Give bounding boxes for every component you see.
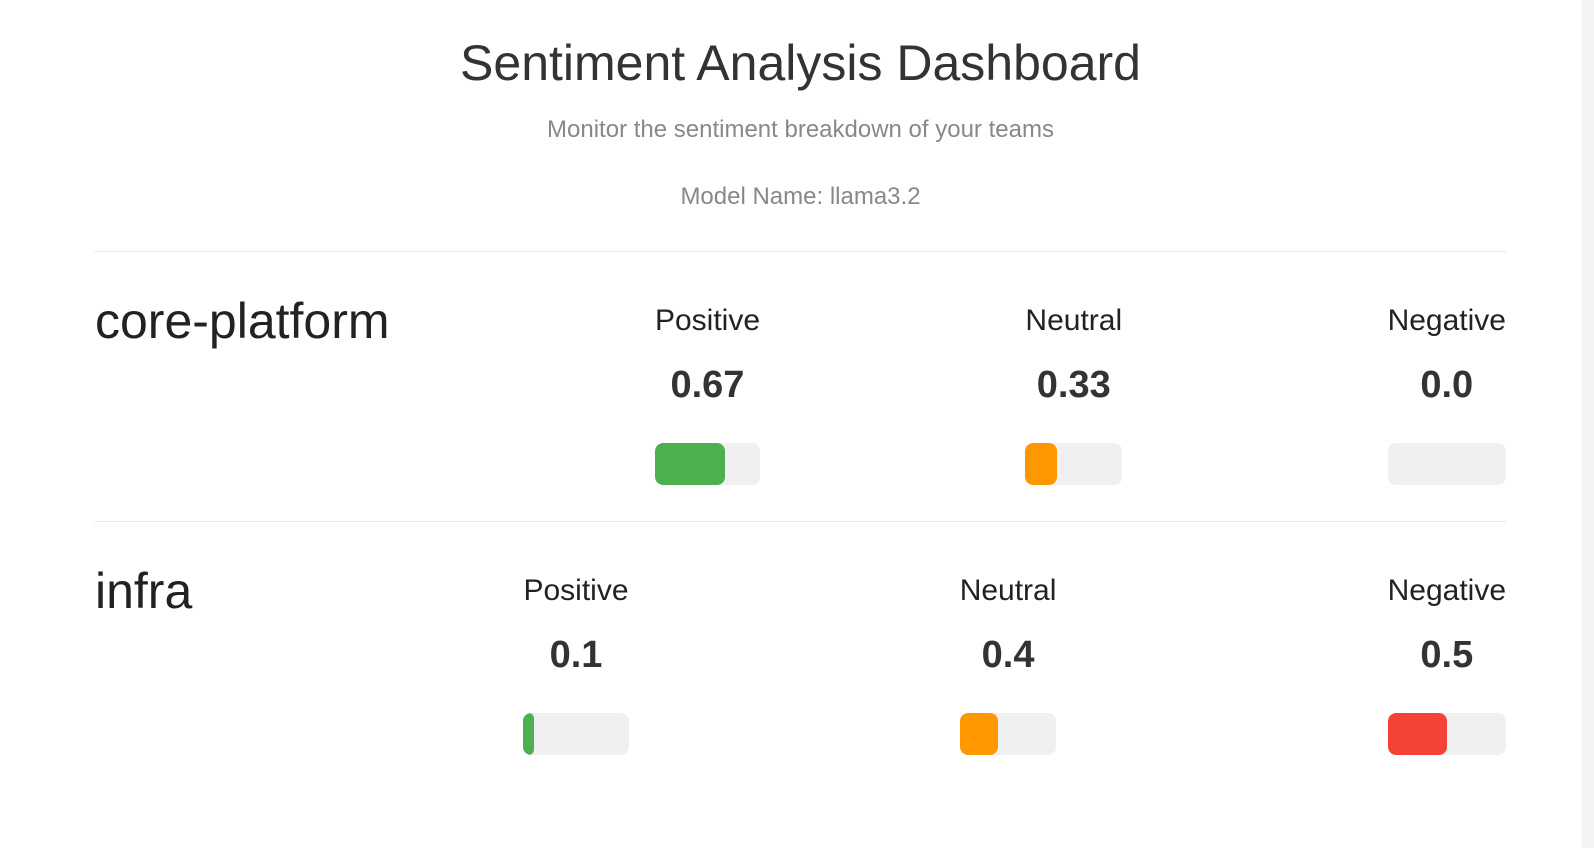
metric-positive: Positive 0.67: [654, 304, 760, 485]
metric-label: Neutral: [1025, 304, 1123, 337]
team-name: infra: [95, 563, 193, 619]
metric-label: Neutral: [959, 574, 1057, 607]
metric-neutral: Neutral 0.4: [959, 574, 1057, 755]
metric-negative: Negative 0.5: [1387, 574, 1506, 755]
metric-neutral: Neutral 0.33: [1025, 304, 1123, 485]
team-row: core-platform Positive 0.67 Neutral 0.33…: [95, 251, 1506, 485]
scrollbar[interactable]: [1582, 0, 1594, 848]
progress-fill: [523, 713, 534, 755]
progress-fill: [1387, 713, 1447, 755]
metric-positive: Positive 0.1: [523, 574, 629, 755]
model-name: Model Name: llama3.2: [680, 183, 921, 210]
progress-fill: [959, 713, 999, 755]
metric-value: 0.0: [1420, 364, 1474, 406]
metric-label: Positive: [654, 304, 760, 337]
metric-value: 0.5: [1420, 634, 1474, 676]
metric-label: Positive: [523, 574, 629, 607]
progress-bar: [1387, 713, 1506, 755]
progress-bar: [523, 713, 629, 755]
progress-bar: [1387, 443, 1506, 485]
metric-value: 0.4: [981, 634, 1035, 676]
metric-label: Negative: [1387, 574, 1506, 607]
progress-bar: [959, 713, 1057, 755]
metric-value: 0.33: [1036, 364, 1111, 406]
page-title: Sentiment Analysis Dashboard: [460, 35, 1141, 91]
progress-fill: [654, 443, 726, 485]
team-name: core-platform: [95, 293, 390, 349]
progress-fill: [1025, 443, 1058, 485]
metric-value: 0.67: [670, 364, 745, 406]
page-subtitle: Monitor the sentiment breakdown of your …: [547, 116, 1054, 143]
progress-bar: [654, 443, 760, 485]
metric-value: 0.1: [549, 634, 603, 676]
team-row: infra Positive 0.1 Neutral 0.4 Negative …: [95, 521, 1506, 755]
progress-bar: [1025, 443, 1123, 485]
metric-negative: Negative 0.0: [1387, 304, 1506, 485]
metric-label: Negative: [1387, 304, 1506, 337]
